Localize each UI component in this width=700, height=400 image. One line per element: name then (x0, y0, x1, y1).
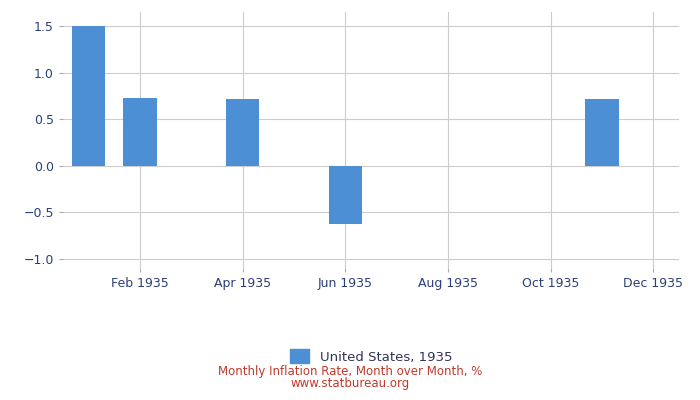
Bar (328, 166, 362, 224)
Bar (585, 98, 619, 166)
Text: Monthly Inflation Rate, Month over Month, %: Monthly Inflation Rate, Month over Month… (218, 365, 482, 378)
Bar (123, 98, 157, 166)
Bar (226, 98, 259, 166)
Bar (72, 26, 105, 166)
Legend: United States, 1935: United States, 1935 (284, 344, 458, 369)
Text: www.statbureau.org: www.statbureau.org (290, 377, 410, 390)
